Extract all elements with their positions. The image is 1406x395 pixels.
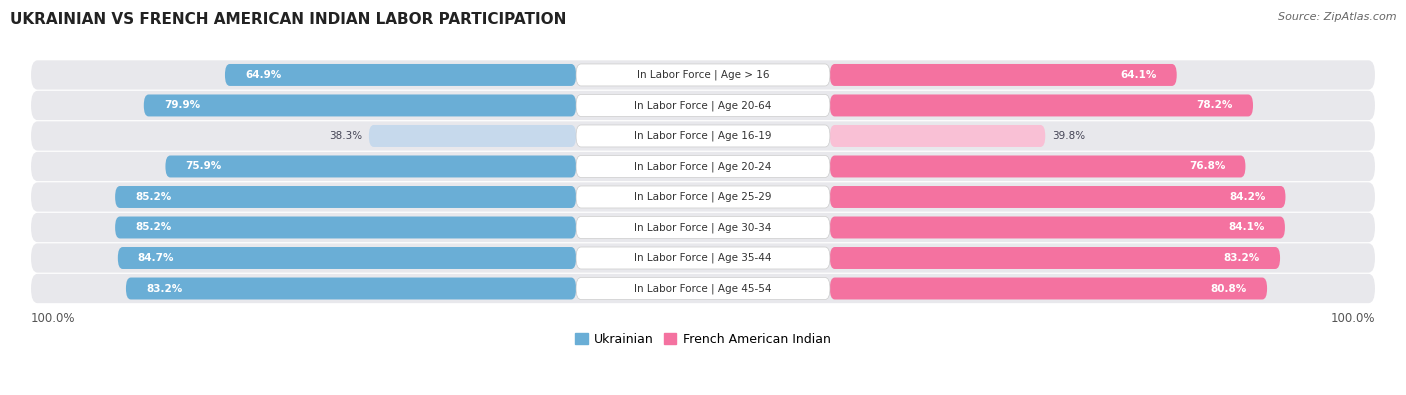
- Text: In Labor Force | Age 45-54: In Labor Force | Age 45-54: [634, 283, 772, 294]
- Text: 64.1%: 64.1%: [1121, 70, 1157, 80]
- Text: 84.7%: 84.7%: [138, 253, 174, 263]
- FancyBboxPatch shape: [31, 243, 1375, 273]
- Text: 85.2%: 85.2%: [135, 222, 172, 233]
- Text: In Labor Force | Age 35-44: In Labor Force | Age 35-44: [634, 253, 772, 263]
- Text: In Labor Force | Age 20-24: In Labor Force | Age 20-24: [634, 161, 772, 172]
- Text: 75.9%: 75.9%: [186, 162, 222, 171]
- Text: 85.2%: 85.2%: [135, 192, 172, 202]
- FancyBboxPatch shape: [166, 156, 576, 177]
- Text: In Labor Force | Age > 16: In Labor Force | Age > 16: [637, 70, 769, 80]
- Text: In Labor Force | Age 25-29: In Labor Force | Age 25-29: [634, 192, 772, 202]
- FancyBboxPatch shape: [830, 278, 1267, 299]
- FancyBboxPatch shape: [576, 186, 830, 208]
- FancyBboxPatch shape: [143, 94, 576, 117]
- Text: 78.2%: 78.2%: [1197, 100, 1233, 111]
- FancyBboxPatch shape: [576, 125, 830, 147]
- FancyBboxPatch shape: [830, 247, 1279, 269]
- Text: In Labor Force | Age 20-64: In Labor Force | Age 20-64: [634, 100, 772, 111]
- Text: 80.8%: 80.8%: [1211, 284, 1247, 293]
- Text: 83.2%: 83.2%: [1223, 253, 1260, 263]
- Text: 84.1%: 84.1%: [1229, 222, 1265, 233]
- FancyBboxPatch shape: [127, 278, 576, 299]
- FancyBboxPatch shape: [830, 94, 1253, 117]
- FancyBboxPatch shape: [31, 60, 1375, 90]
- Text: 100.0%: 100.0%: [1330, 312, 1375, 325]
- FancyBboxPatch shape: [31, 182, 1375, 212]
- FancyBboxPatch shape: [830, 216, 1285, 239]
- Text: 79.9%: 79.9%: [165, 100, 200, 111]
- FancyBboxPatch shape: [31, 152, 1375, 181]
- FancyBboxPatch shape: [576, 216, 830, 239]
- FancyBboxPatch shape: [576, 247, 830, 269]
- FancyBboxPatch shape: [576, 64, 830, 86]
- FancyBboxPatch shape: [31, 274, 1375, 303]
- FancyBboxPatch shape: [118, 247, 576, 269]
- FancyBboxPatch shape: [31, 91, 1375, 120]
- FancyBboxPatch shape: [830, 125, 1045, 147]
- Legend: Ukrainian, French American Indian: Ukrainian, French American Indian: [571, 328, 835, 351]
- FancyBboxPatch shape: [576, 278, 830, 299]
- Text: In Labor Force | Age 30-34: In Labor Force | Age 30-34: [634, 222, 772, 233]
- FancyBboxPatch shape: [31, 213, 1375, 242]
- Text: 100.0%: 100.0%: [31, 312, 76, 325]
- FancyBboxPatch shape: [31, 121, 1375, 150]
- Text: 64.9%: 64.9%: [245, 70, 281, 80]
- Text: 76.8%: 76.8%: [1189, 162, 1226, 171]
- FancyBboxPatch shape: [115, 216, 576, 239]
- Text: 84.2%: 84.2%: [1229, 192, 1265, 202]
- Text: In Labor Force | Age 16-19: In Labor Force | Age 16-19: [634, 131, 772, 141]
- FancyBboxPatch shape: [576, 94, 830, 117]
- Text: 39.8%: 39.8%: [1052, 131, 1085, 141]
- Text: 83.2%: 83.2%: [146, 284, 183, 293]
- Text: 38.3%: 38.3%: [329, 131, 363, 141]
- FancyBboxPatch shape: [830, 64, 1177, 86]
- FancyBboxPatch shape: [576, 156, 830, 177]
- FancyBboxPatch shape: [225, 64, 576, 86]
- FancyBboxPatch shape: [830, 156, 1246, 177]
- FancyBboxPatch shape: [115, 186, 576, 208]
- Text: Source: ZipAtlas.com: Source: ZipAtlas.com: [1278, 12, 1396, 22]
- FancyBboxPatch shape: [368, 125, 576, 147]
- FancyBboxPatch shape: [830, 186, 1285, 208]
- Text: UKRAINIAN VS FRENCH AMERICAN INDIAN LABOR PARTICIPATION: UKRAINIAN VS FRENCH AMERICAN INDIAN LABO…: [10, 12, 567, 27]
